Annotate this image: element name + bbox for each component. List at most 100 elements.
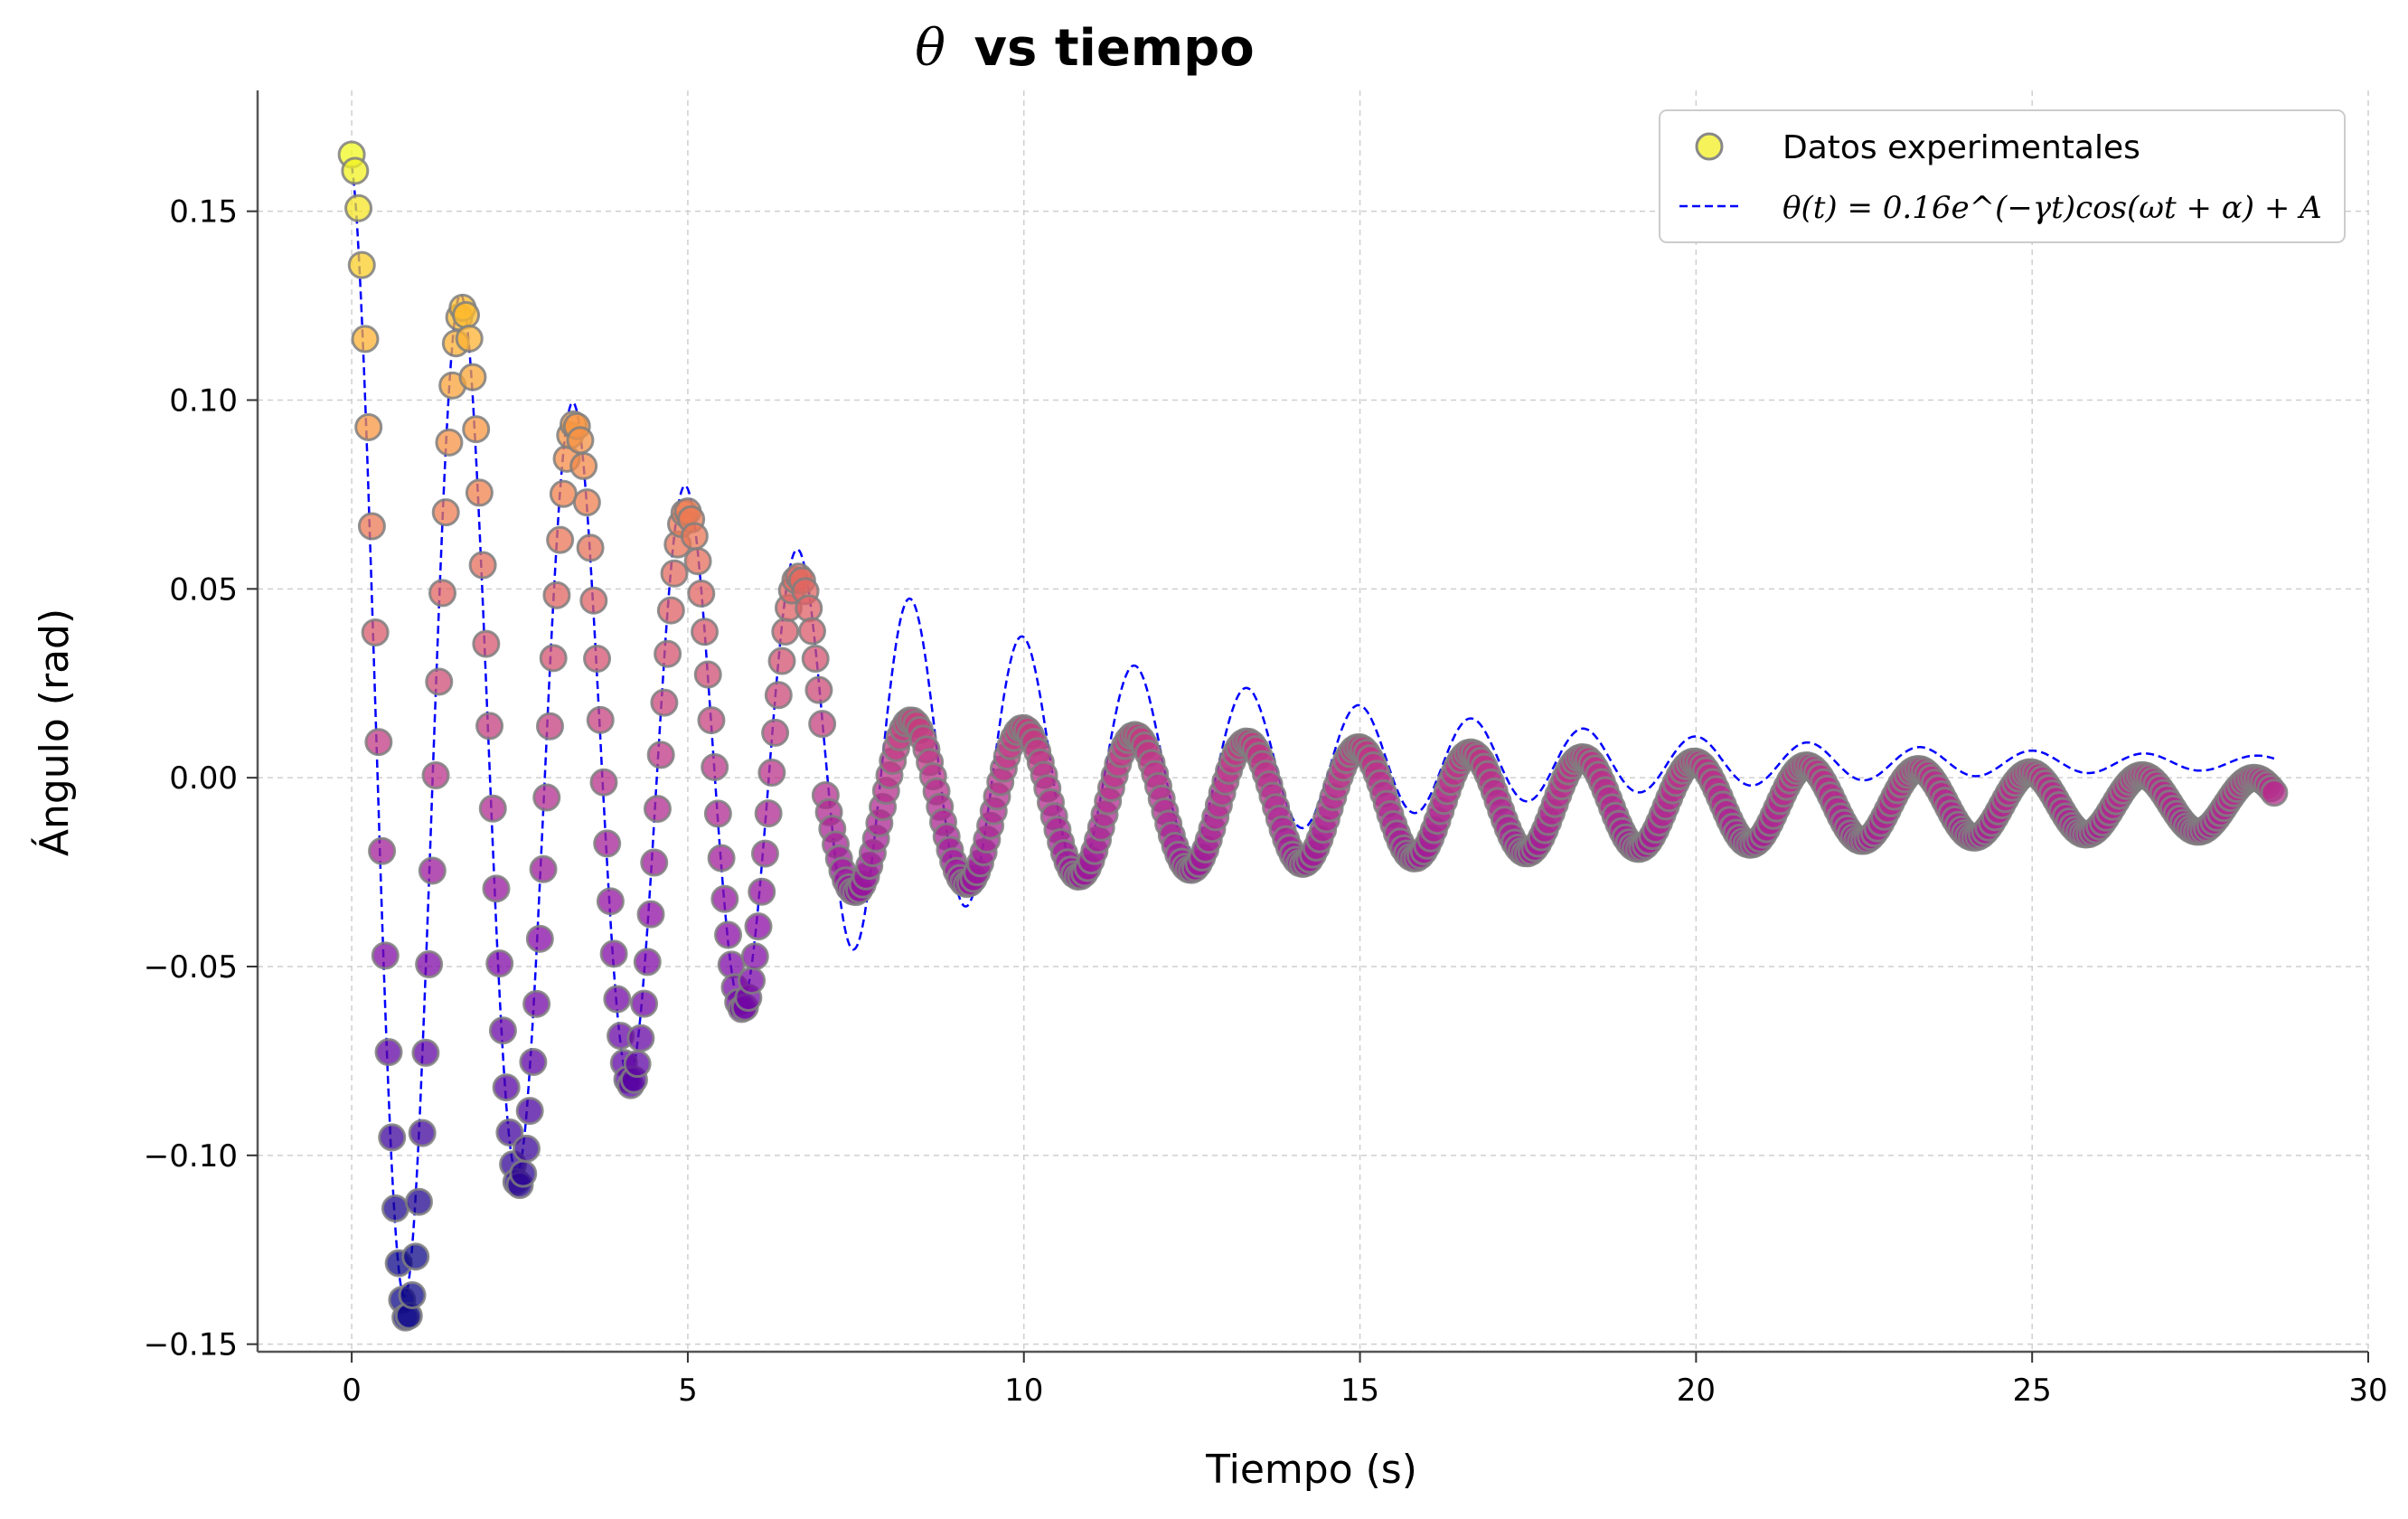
data-point — [738, 966, 767, 995]
x-tick-label: 0 — [342, 1373, 362, 1409]
x-tick-label: 20 — [1677, 1373, 1716, 1409]
data-point — [361, 618, 390, 646]
legend-fit-label: θ(t) = 0.16e^(−γt)cos(ωt + α) + A — [1782, 190, 2322, 226]
data-point — [767, 646, 796, 675]
data-point — [797, 617, 826, 646]
y-tick-label: 0.00 — [169, 760, 238, 797]
y-axis-label: Ángulo (rad) — [30, 609, 78, 856]
data-point — [341, 156, 370, 185]
x-axis-label: Tiempo (s) — [1205, 1447, 1417, 1493]
data-point — [418, 856, 447, 885]
data-point — [488, 1016, 517, 1045]
data-point — [744, 912, 773, 941]
data-point — [478, 794, 507, 823]
data-point — [572, 488, 601, 517]
x-axis-ticks: 0 5 10 15 20 25 30 — [342, 1352, 2388, 1409]
data-point — [710, 884, 739, 913]
data-point — [371, 941, 400, 970]
data-point — [569, 451, 598, 480]
grid-lines — [258, 90, 2369, 1352]
data-point — [748, 877, 776, 906]
data-point — [636, 900, 665, 929]
data-point — [795, 594, 823, 623]
data-point — [374, 1038, 403, 1067]
data-point — [596, 887, 625, 916]
data-point — [431, 498, 460, 527]
data-point — [546, 525, 575, 554]
legend: Datos experimentales θ(t) = 0.16e^(−γt)c… — [1659, 109, 2346, 243]
data-point — [707, 844, 736, 873]
data-point — [650, 688, 679, 717]
data-point — [623, 1050, 652, 1079]
data-point — [452, 300, 481, 329]
data-point — [344, 193, 373, 222]
data-point — [539, 644, 568, 673]
data-point — [378, 1123, 407, 1152]
x-tick-label: 30 — [2348, 1373, 2387, 1409]
data-point — [509, 1159, 538, 1188]
scatter-points — [337, 140, 2289, 1332]
data-point — [583, 645, 612, 674]
data-point — [475, 712, 504, 741]
y-tick-label: 0.10 — [169, 382, 238, 419]
data-point — [680, 522, 709, 551]
data-point — [757, 759, 786, 788]
data-point — [697, 706, 726, 735]
data-point — [683, 547, 712, 576]
data-point — [364, 728, 393, 757]
data-point — [771, 618, 800, 646]
data-point — [687, 579, 716, 608]
data-point — [354, 412, 383, 441]
x-tick-label: 15 — [1340, 1373, 1379, 1409]
data-point — [421, 761, 450, 790]
data-point — [599, 939, 628, 968]
data-point — [529, 854, 558, 883]
data-point — [535, 712, 564, 741]
data-point — [750, 839, 779, 868]
data-point — [404, 1187, 433, 1216]
data-point — [586, 705, 615, 734]
legend-scatter-marker — [1695, 132, 1724, 161]
data-point — [472, 629, 501, 658]
data-point — [701, 752, 729, 781]
data-point — [804, 675, 833, 704]
data-point — [425, 667, 454, 696]
data-point — [415, 950, 444, 979]
data-point — [589, 768, 618, 797]
data-point — [532, 783, 561, 812]
y-tick-label: −0.05 — [144, 949, 238, 986]
data-point — [640, 848, 669, 877]
data-point — [761, 718, 790, 747]
chart-title-text: vs tiempo — [974, 19, 1255, 78]
data-point — [411, 1038, 440, 1067]
data-point — [646, 741, 675, 769]
y-tick-label: −0.10 — [144, 1138, 238, 1175]
data-point — [603, 985, 632, 1014]
data-point — [566, 426, 595, 455]
chart-title-symbol: θ — [915, 19, 945, 78]
data-point — [808, 710, 837, 739]
legend-box — [1659, 109, 2346, 243]
data-point — [485, 949, 514, 978]
data-point — [408, 1118, 437, 1147]
x-tick-label: 10 — [1004, 1373, 1043, 1409]
data-point — [492, 1073, 521, 1102]
data-point — [462, 415, 491, 444]
data-point — [633, 948, 662, 976]
data-point — [468, 551, 497, 580]
chart-title: θ vs tiempo — [915, 19, 1254, 78]
data-point — [691, 618, 720, 646]
fit-curve-line — [350, 165, 2275, 1298]
data-point — [428, 579, 456, 608]
data-point — [368, 836, 397, 865]
data-point — [593, 829, 622, 858]
x-tick-label: 5 — [678, 1373, 698, 1409]
x-tick-label: 25 — [2013, 1373, 2052, 1409]
data-point — [703, 799, 732, 828]
legend-scatter-label: Datos experimentales — [1782, 129, 2140, 166]
data-point — [740, 942, 769, 971]
data-point — [465, 478, 494, 507]
data-point — [626, 1024, 655, 1052]
data-point — [754, 799, 783, 828]
